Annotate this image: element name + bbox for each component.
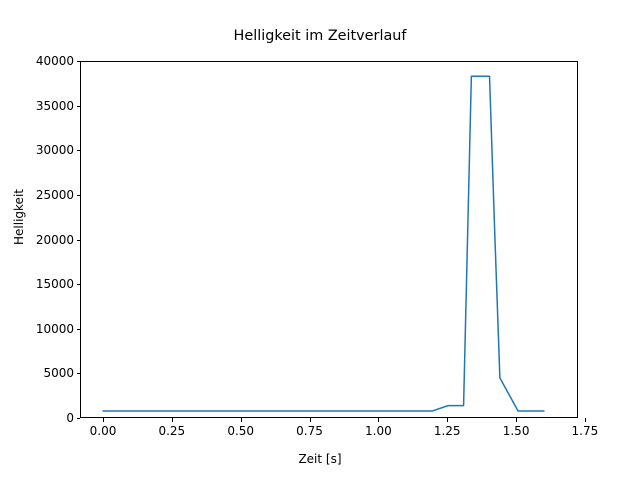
y-tick-label: 40000: [35, 54, 74, 68]
y-tick-mark: [76, 418, 80, 420]
y-tick-label: 0: [66, 411, 74, 425]
x-tick-label: 0.00: [89, 424, 117, 438]
x-tick-label: 0.25: [158, 424, 186, 438]
plot-area: [80, 61, 578, 418]
y-tick-mark: [76, 328, 80, 330]
x-tick-label: 0.75: [296, 424, 323, 438]
y-tick-label: 25000: [35, 187, 74, 202]
x-tick-label: 1.50: [502, 424, 530, 438]
x-tick-mark: [447, 418, 449, 422]
y-tick-mark: [76, 239, 80, 241]
y-tick-label: 10000: [35, 321, 74, 336]
x-tick-label: 0.50: [227, 424, 255, 438]
x-tick-label: 1.25: [433, 424, 461, 438]
y-tick-mark: [76, 373, 80, 375]
y-tick-mark: [76, 105, 80, 107]
data-series-line: [102, 75, 545, 412]
x-tick-mark: [516, 418, 518, 422]
x-tick-mark: [171, 418, 173, 422]
x-tick-mark: [378, 418, 380, 422]
y-tick-label: 15000: [35, 277, 74, 292]
x-tick-mark: [309, 418, 311, 422]
y-axis-tick-labels: 40000 35000 30000 25000 20000 15000 1000…: [0, 0, 74, 480]
x-tick-mark: [103, 418, 105, 422]
x-tick-mark: [240, 418, 242, 422]
brightness-line-plot: [102, 75, 545, 412]
x-tick-label: 1.75: [571, 424, 599, 438]
y-tick-mark: [76, 284, 80, 286]
y-tick-mark: [76, 61, 80, 63]
y-tick-label: 5000: [43, 366, 74, 381]
x-tick-label: 1.00: [365, 424, 392, 438]
y-tick-mark: [76, 194, 80, 196]
y-tick-label: 35000: [35, 98, 74, 113]
y-tick-label: 30000: [35, 143, 74, 158]
x-axis-label: Zeit [s]: [298, 452, 342, 466]
x-tick-mark: [584, 418, 586, 422]
y-tick-label: 20000: [35, 232, 74, 247]
chart-title: Helligkeit im Zeitverlauf: [233, 28, 407, 44]
y-tick-mark: [76, 150, 80, 152]
